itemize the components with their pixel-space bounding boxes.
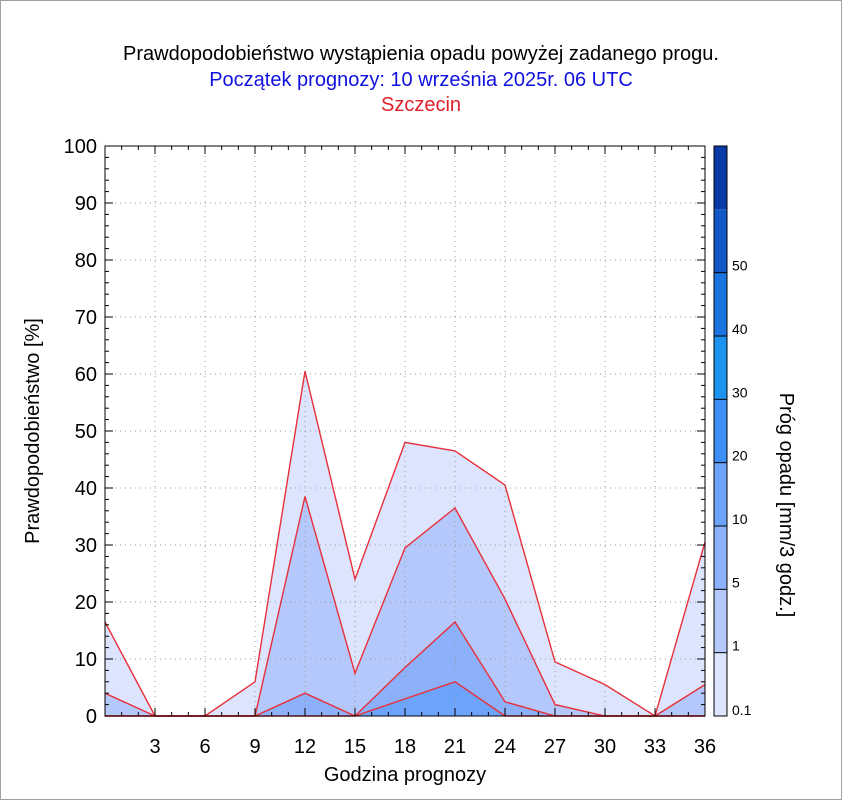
colorbar-band (714, 462, 727, 526)
colorbar-band (714, 146, 727, 210)
y-tick-label: 10 (75, 649, 97, 671)
x-tick-label: 3 (149, 736, 160, 758)
x-tick-label: 9 (249, 736, 260, 758)
x-tick-label: 6 (199, 736, 210, 758)
location-subtitle: Szczecin (380, 94, 462, 116)
colorbar-tick-label: 10 (732, 511, 748, 527)
colorbar-band (714, 526, 727, 590)
x-tick-label: 12 (294, 736, 316, 758)
area-threshold-3 (105, 622, 705, 716)
x-tick-label: 21 (444, 736, 466, 758)
y-tick-label: 0 (86, 706, 97, 728)
x-tick-label: 27 (544, 736, 566, 758)
x-tick-label: 15 (344, 736, 366, 758)
x-tick-label: 24 (494, 736, 516, 758)
forecast-start-subtitle: Początek prognozy: 10 września 2025r. 06… (209, 69, 633, 91)
colorbar-band (714, 209, 727, 273)
colorbar-tick-label: 50 (732, 258, 748, 274)
x-tick-label: 18 (394, 736, 416, 758)
y-tick-label: 100 (64, 136, 97, 158)
area-threshold-1 (105, 371, 705, 716)
colorbar: 0.1 1 5 10 20 30 40 50 (713, 145, 752, 718)
colorbar-tick-label: 1 (732, 638, 740, 654)
colorbar-label: Próg opadu [mm/3 godz.] (775, 393, 797, 618)
y-tick-label: 60 (75, 364, 97, 386)
colorbar-tick-label: 30 (732, 384, 748, 400)
colorbar-tick-label: 5 (732, 574, 740, 590)
y-tick-label: 50 (75, 421, 97, 443)
x-tick-label: 36 (694, 736, 716, 758)
y-tick-label: 30 (75, 535, 97, 557)
y-tick-label: 90 (75, 193, 97, 215)
colorbar-band (714, 336, 727, 400)
colorbar-tick-label: 40 (732, 321, 748, 337)
x-axis-label: Godzina prognozy (324, 764, 486, 786)
colorbar-band (714, 589, 727, 653)
colorbar-band (714, 399, 727, 463)
colorbar-band (714, 652, 727, 716)
grid-lines (105, 146, 706, 716)
colorbar-band (714, 272, 727, 336)
y-tick-label: 20 (75, 592, 97, 614)
chart-title: Prawdopodobieństwo wystąpienia opadu pow… (123, 43, 719, 65)
area-layers (105, 371, 705, 716)
x-tick-label: 30 (594, 736, 616, 758)
colorbar-tick-label: 20 (732, 448, 748, 464)
x-tick-label: 33 (644, 736, 666, 758)
y-tick-label: 40 (75, 478, 97, 500)
colorbar-tick-label: 0.1 (732, 702, 752, 718)
y-tick-label: 70 (75, 307, 97, 329)
y-axis-label: Prawdopodobieństwo [%] (22, 318, 44, 544)
y-tick-label: 80 (75, 250, 97, 272)
